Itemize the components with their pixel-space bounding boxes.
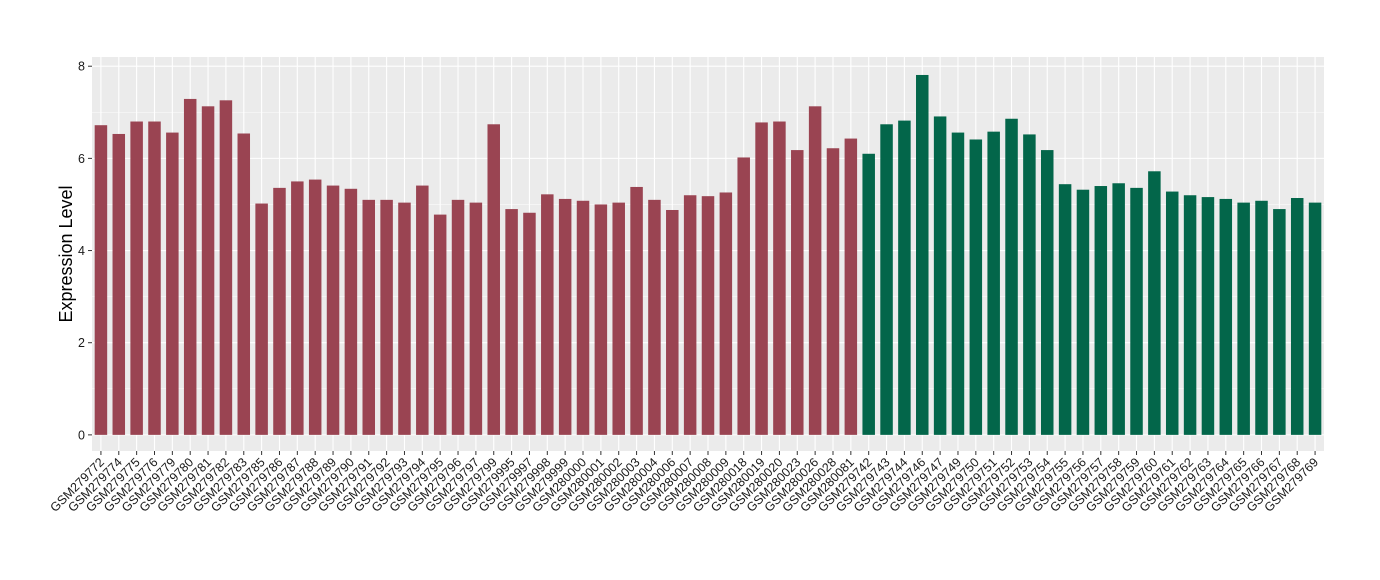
bar-GSM279754 bbox=[1040, 150, 1054, 435]
bar-GSM279772 bbox=[94, 125, 108, 435]
bar-GSM279795 bbox=[433, 214, 447, 435]
bar-GSM279998 bbox=[541, 194, 554, 435]
bar-GSM279751 bbox=[987, 131, 1000, 435]
bar-GSM279760 bbox=[1148, 171, 1161, 435]
bar-GSM279995 bbox=[505, 209, 518, 435]
bar-GSM279765 bbox=[1237, 202, 1250, 435]
bar-GSM279789 bbox=[326, 185, 340, 435]
bar-GSM279793 bbox=[398, 202, 411, 435]
bar-GSM279769 bbox=[1308, 202, 1322, 435]
bar-GSM279752 bbox=[1005, 118, 1018, 435]
bar-GSM280081 bbox=[844, 138, 858, 435]
bar-GSM279787 bbox=[291, 181, 304, 435]
bar-GSM279750 bbox=[969, 139, 983, 435]
bar-GSM279786 bbox=[273, 187, 286, 435]
bar-GSM279757 bbox=[1094, 186, 1108, 435]
bar-GSM280028 bbox=[826, 148, 840, 435]
bar-GSM279794 bbox=[416, 185, 429, 435]
bar-GSM279761 bbox=[1165, 191, 1179, 435]
bar-GSM279997 bbox=[523, 212, 536, 435]
bar-GSM279776 bbox=[148, 121, 161, 435]
bar-GSM279742 bbox=[862, 153, 875, 435]
bar-GSM280019 bbox=[755, 122, 768, 435]
bar-GSM279775 bbox=[130, 121, 143, 435]
bar-GSM279749 bbox=[951, 132, 965, 435]
bar-GSM280002 bbox=[612, 202, 625, 435]
bar-GSM279796 bbox=[451, 199, 465, 435]
bar-GSM279753 bbox=[1023, 134, 1036, 435]
bar-GSM279766 bbox=[1255, 200, 1268, 435]
x-axis: GSM279772GSM279774GSM279775GSM279776GSM2… bbox=[48, 451, 1321, 515]
y-tick-label: 0 bbox=[78, 428, 85, 442]
bar-GSM280004 bbox=[648, 199, 661, 435]
bar-GSM279783 bbox=[237, 133, 251, 435]
bar-GSM280018 bbox=[737, 157, 750, 435]
bar-GSM279774 bbox=[112, 133, 126, 435]
bar-GSM279780 bbox=[183, 98, 197, 435]
y-axis: 0 2 4 6 8 bbox=[78, 60, 92, 442]
bar-GSM279782 bbox=[219, 100, 233, 435]
bar-GSM279747 bbox=[933, 116, 947, 435]
bar-GSM280026 bbox=[808, 106, 822, 435]
y-tick-label: 2 bbox=[78, 336, 85, 350]
bar-GSM279758 bbox=[1112, 183, 1125, 435]
bar-GSM279756 bbox=[1076, 189, 1090, 435]
bar-GSM280023 bbox=[791, 150, 804, 435]
bar-GSM279791 bbox=[362, 199, 376, 435]
bar-GSM279785 bbox=[255, 203, 268, 435]
bar-GSM279755 bbox=[1058, 184, 1072, 435]
bar-GSM279762 bbox=[1183, 195, 1197, 435]
bar-GSM279781 bbox=[201, 106, 215, 435]
bar-GSM279768 bbox=[1290, 198, 1304, 435]
bar-GSM279792 bbox=[380, 199, 393, 435]
bar-GSM280001 bbox=[594, 204, 608, 435]
bar-GSM279746 bbox=[916, 74, 929, 435]
bar-GSM279790 bbox=[344, 188, 358, 435]
bar-GSM280009 bbox=[719, 192, 733, 435]
bar-GSM279763 bbox=[1201, 197, 1215, 435]
bar-GSM280020 bbox=[773, 121, 786, 435]
y-tick-label: 6 bbox=[78, 152, 85, 166]
y-tick-label: 4 bbox=[78, 244, 85, 258]
bar-GSM280006 bbox=[666, 209, 679, 435]
y-tick-label: 8 bbox=[78, 60, 85, 74]
bar-GSM279744 bbox=[898, 120, 911, 435]
bar-GSM279743 bbox=[880, 124, 893, 435]
bar-GSM279788 bbox=[308, 179, 322, 435]
bar-GSM280008 bbox=[701, 196, 715, 435]
bar-GSM279999 bbox=[558, 198, 572, 435]
bars bbox=[94, 74, 1322, 435]
bar-GSM279767 bbox=[1273, 209, 1286, 435]
bar-GSM279797 bbox=[469, 202, 483, 435]
bar-GSM280003 bbox=[630, 186, 643, 435]
bar-GSM279799 bbox=[487, 124, 500, 435]
bar-GSM280000 bbox=[576, 200, 590, 435]
y-axis-title: Expression Level bbox=[56, 185, 76, 322]
bar-GSM279759 bbox=[1130, 187, 1143, 435]
bar-GSM279764 bbox=[1219, 198, 1233, 435]
bar-GSM279779 bbox=[166, 132, 179, 435]
bar-GSM280007 bbox=[683, 195, 697, 435]
